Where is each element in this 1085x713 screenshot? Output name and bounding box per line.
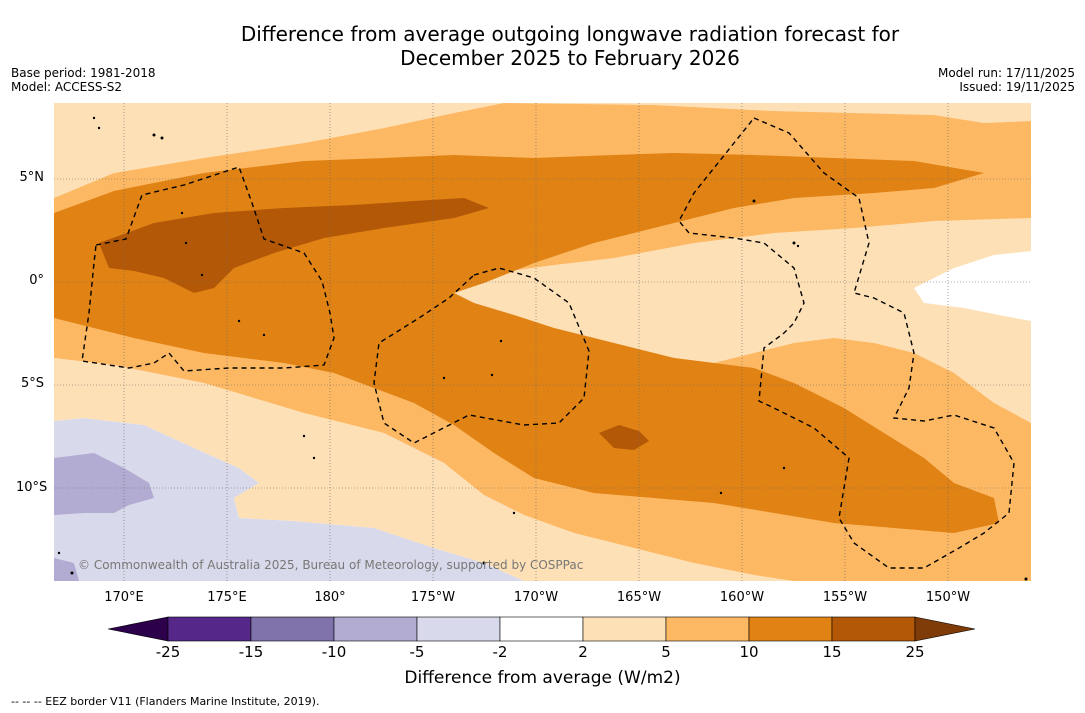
colorbar-segment xyxy=(665,616,750,642)
darkest-orange-region xyxy=(99,198,489,293)
colorbar-tick-label: 25 xyxy=(905,643,925,661)
meta-right: Model run: 17/11/2025 Issued: 19/11/2025 xyxy=(938,66,1075,94)
colorbar-tick-label: 2 xyxy=(578,643,588,661)
islands xyxy=(57,116,1028,581)
x-tick-180: 180° xyxy=(314,590,346,605)
colorbar-segment xyxy=(250,616,335,642)
colorbar-tick-label: 10 xyxy=(739,643,759,661)
purple-region xyxy=(54,453,154,515)
model-name: Model: ACCESS-S2 xyxy=(11,80,123,94)
colorbar-tick-label: -25 xyxy=(155,643,181,661)
colorbar xyxy=(108,616,976,642)
colorbar-segment xyxy=(582,616,667,642)
colorbar-segment xyxy=(333,616,418,642)
colorbar-tick-label: 15 xyxy=(822,643,842,661)
colorbar-title: Difference from average (W/m2) xyxy=(404,668,681,688)
lavender-region xyxy=(54,418,524,581)
light-orange-band xyxy=(54,103,1031,198)
colorbar-under-triangle xyxy=(108,616,169,642)
colorbar-segment xyxy=(499,616,584,642)
map-panel[interactable] xyxy=(54,103,1031,581)
title-line-1: Difference from average outgoing longwav… xyxy=(240,22,900,46)
colorbar-over-triangle xyxy=(914,616,976,642)
model-run: Model run: 17/11/2025 xyxy=(937,66,1075,80)
title-line-2: December 2025 to February 2026 xyxy=(400,46,740,70)
x-tick-150w: 150°W xyxy=(925,590,971,605)
colorbar-segment xyxy=(416,616,501,642)
meta-left: Base period: 1981-2018 Model: ACCESS-S2 xyxy=(11,66,156,94)
x-tick-160w: 160°W xyxy=(719,590,765,605)
y-tick-0: 0° xyxy=(29,273,44,288)
colorbar-tick-label: -2 xyxy=(492,643,508,661)
base-period: Base period: 1981-2018 xyxy=(11,66,156,80)
y-tick-5n: 5°N xyxy=(19,170,45,185)
eez-borders xyxy=(81,117,1015,569)
issued-date: Issued: 19/11/2025 xyxy=(959,80,1075,94)
colorbar-tick-label: -10 xyxy=(321,643,347,661)
x-tick-155w: 155°W xyxy=(822,590,868,605)
white-east xyxy=(914,251,1031,321)
copyright-notice: © Commonwealth of Australia 2025, Bureau… xyxy=(78,558,584,572)
purple-region-2 xyxy=(54,558,79,581)
x-tick-165w: 165°W xyxy=(616,590,662,605)
eez-border-central xyxy=(373,267,590,444)
eez-border-east xyxy=(678,117,1015,569)
y-tick-10s: 10°S xyxy=(16,480,48,495)
colorbar-tick-label: -15 xyxy=(238,643,264,661)
colorbar-tick-label: -5 xyxy=(409,643,425,661)
y-tick-5s: 5°S xyxy=(20,376,44,391)
colorbar-segment xyxy=(831,616,916,642)
chart-title: Difference from average outgoing longwav… xyxy=(0,22,1085,70)
darkest-orange-small xyxy=(599,425,649,450)
x-tick-175e: 175°E xyxy=(207,590,247,605)
x-tick-175w: 175°W xyxy=(410,590,456,605)
eez-legend-footer: -- -- -- EEZ border V11 (Flanders Marine… xyxy=(11,695,320,708)
colorbar-tick-label: 5 xyxy=(661,643,671,661)
colorbar-segment xyxy=(748,616,833,642)
x-tick-170w: 170°W xyxy=(513,590,559,605)
light-orange-east xyxy=(454,218,1031,423)
colorbar-segment xyxy=(167,616,252,642)
x-tick-170e: 170°E xyxy=(104,590,144,605)
eez-border-west xyxy=(81,166,335,372)
light-orange-south xyxy=(54,358,794,581)
map-gridlines xyxy=(54,103,1031,581)
